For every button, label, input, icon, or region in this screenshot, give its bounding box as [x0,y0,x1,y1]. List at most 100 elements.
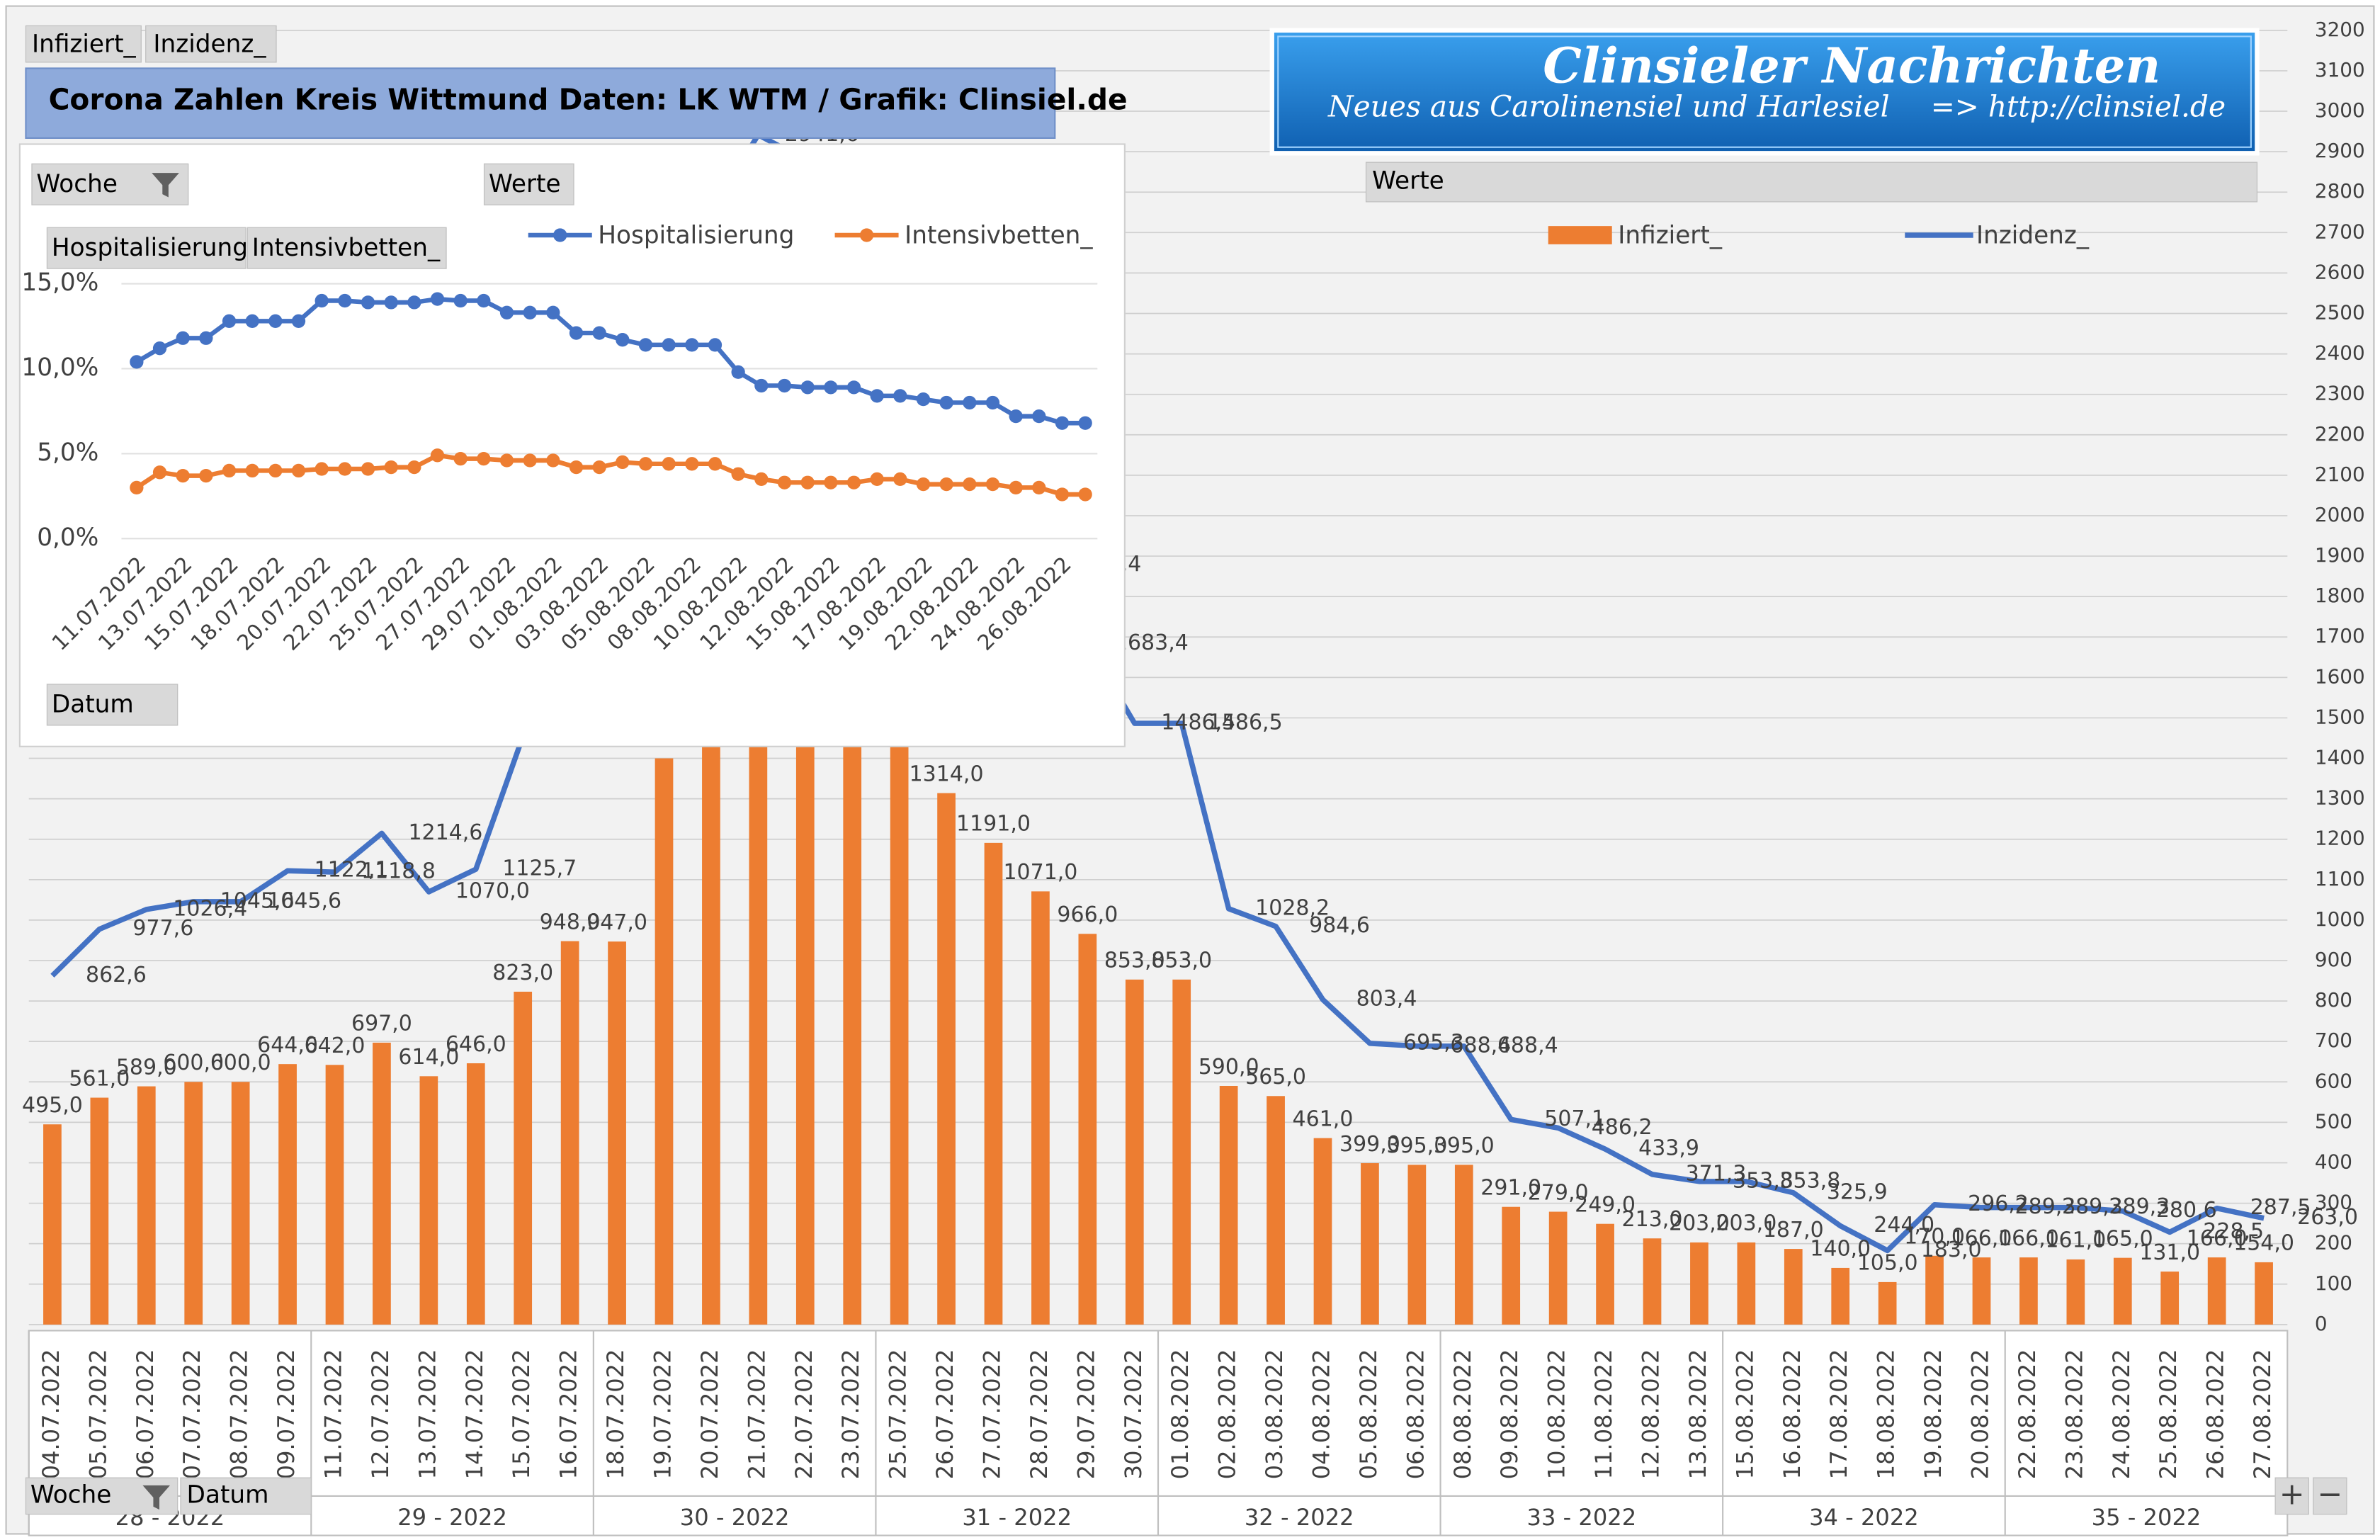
banner[interactable] [1269,28,2260,156]
values-button[interactable] [483,163,574,205]
filter-button-label[interactable]: Woche [36,170,118,198]
zoom-button-label[interactable]: − [2317,1476,2342,1512]
legend-swatch [1548,226,1612,244]
field-button[interactable] [246,227,447,269]
chart-title: Corona Zahlen Kreis Wittmund Daten: LK W… [49,83,1128,117]
x-tick-label: 04.07.2022 [38,1349,64,1479]
data-label: 948,0 [540,910,601,934]
axis-button-label[interactable]: Datum [52,690,134,718]
field-button-label[interactable]: Hospitalisierung [52,234,248,262]
bar [1407,1165,1427,1325]
axis-button[interactable] [46,684,178,726]
marker [1032,409,1046,424]
marker [314,293,329,308]
data-label: 688,4 [1497,1033,1558,1058]
field-button[interactable] [145,25,277,63]
line [50,132,2265,1254]
values-button-label[interactable]: Werte [489,170,561,198]
marker [1055,416,1070,430]
y-tick-label: 900 [2315,948,2352,971]
data-label: 289,3 [2062,1194,2123,1219]
field-button-label[interactable]: Infiziert_ [32,30,137,59]
x-tick-label: 22.08.2022 [2014,1349,2041,1479]
data-label: 170,0 [1904,1225,1965,1250]
bar [1266,1096,1285,1325]
values-button[interactable] [1365,162,2258,203]
marker [152,341,167,356]
y-tick-label: 15,0% [21,268,98,297]
data-label: 646,0 [446,1032,506,1057]
zoom-button-label[interactable]: + [2279,1476,2305,1512]
filter-icon[interactable] [152,173,179,198]
bar [890,737,909,1325]
x-tick-label: 13.08.2022 [1684,1349,1711,1479]
zoom-button[interactable] [2313,1477,2347,1515]
marker [777,475,792,489]
axis-button-label[interactable]: Datum [187,1480,269,1509]
marker [893,389,907,403]
y-tick-label: 2900 [2315,139,2365,162]
field-button-label[interactable]: Intensivbetten_ [252,234,441,262]
zoom-button[interactable] [2274,1477,2309,1515]
y-tick-label: 5,0% [37,438,98,467]
marker [592,460,606,475]
y-tick-label: 1000 [2315,907,2365,931]
marker [245,314,259,328]
data-label: 154,0 [2233,1231,2294,1256]
filter-button-label[interactable]: Woche [30,1480,112,1509]
bar [1313,1138,1332,1325]
data-label: 166,0 [2187,1226,2248,1251]
y-tick-label: 2700 [2315,220,2365,243]
bar [1690,1242,1708,1325]
marker [546,305,560,319]
marker [152,465,167,480]
field-button[interactable] [25,25,142,63]
x-tick-label: 23.08.2022 [2061,1349,2087,1479]
marker [731,365,745,379]
marker [616,333,630,347]
x-tick-label: 29.07.2022 [1072,1349,1099,1479]
x-tick-label: 07.07.2022 [178,1349,205,1479]
x-tick-label: 16.08.2022 [1779,1349,1806,1479]
axis-button[interactable] [180,1477,312,1515]
banner-url: => http://clinsiel.de [1931,90,2226,124]
bar [2066,1259,2085,1325]
data-label: 187,0 [1763,1218,1824,1242]
data-label: 280,6 [2156,1198,2217,1223]
field-button[interactable] [46,227,246,269]
x-tick-label: 16.07.2022 [555,1349,582,1479]
data-label: 287,5 [2250,1195,2311,1220]
bar [843,725,862,1325]
data-label: 853,0 [1104,949,1165,973]
y-tick-label: 2500 [2315,300,2365,324]
marker [870,472,884,487]
marker [199,331,213,345]
main-chart: 0 100 200 300 400 500 600 700 800 900 1000 1100 1200… [22,18,2365,1536]
data-label: 203,0 [1669,1211,1730,1236]
marker [523,305,537,319]
marker [430,448,445,463]
y-tick-label: 10,0% [21,353,98,382]
bar [1596,1223,1614,1325]
bar [2113,1257,2132,1325]
data-label: 590,0 [1198,1055,1259,1080]
bar [514,991,533,1325]
bar [43,1124,62,1325]
marker [430,292,445,306]
x-tick-label: 19.07.2022 [649,1349,676,1479]
bar [1219,1085,1238,1325]
group-label: 29 - 2022 [397,1504,507,1531]
data-label: 1026,4 [173,896,247,921]
x-tick-label: 30.07.2022 [1120,1349,1147,1479]
filter-icon[interactable] [142,1485,170,1510]
bar [2019,1257,2038,1325]
y-tick-label: 1300 [2315,786,2365,810]
marker [824,475,838,489]
values-button-label[interactable]: Werte [1372,167,1444,196]
bar [1643,1238,1662,1325]
data-label: 561,0 [69,1066,130,1091]
data-label: 325,9 [1827,1179,1888,1204]
data-label: 249,0 [1575,1192,1636,1217]
marker [662,338,676,352]
field-button-label[interactable]: Inzidenz_ [153,30,266,59]
